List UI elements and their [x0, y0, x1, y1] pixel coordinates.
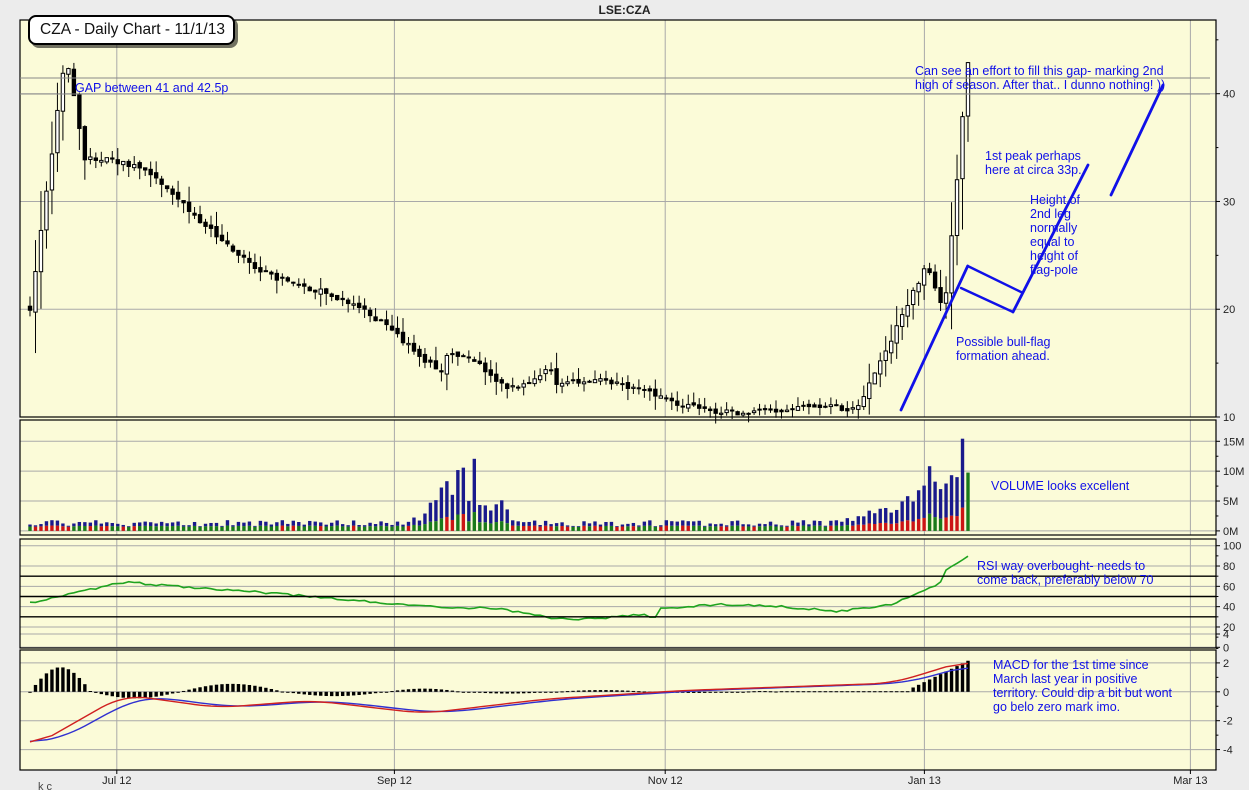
- svg-text:-4: -4: [1223, 745, 1233, 757]
- svg-text:10: 10: [1223, 412, 1235, 424]
- svg-text:15M: 15M: [1223, 436, 1244, 448]
- svg-text:30: 30: [1223, 196, 1235, 208]
- svg-text:Can see an effort to fill this: Can see an effort to fill this gap- mark…: [915, 64, 1165, 92]
- svg-text:Jan 13: Jan 13: [908, 775, 941, 787]
- svg-text:4: 4: [1223, 629, 1229, 641]
- svg-text:2: 2: [1223, 658, 1229, 670]
- svg-text:Sep 12: Sep 12: [377, 775, 412, 787]
- svg-text:-2: -2: [1223, 716, 1233, 728]
- svg-text:40: 40: [1223, 89, 1235, 101]
- svg-text:40: 40: [1223, 602, 1235, 614]
- svg-text:Mar 13: Mar 13: [1173, 775, 1207, 787]
- svg-text:20: 20: [1223, 304, 1235, 316]
- svg-text:0M: 0M: [1223, 526, 1238, 538]
- svg-text:80: 80: [1223, 561, 1235, 573]
- svg-text:60: 60: [1223, 581, 1235, 593]
- svg-text:100: 100: [1223, 541, 1241, 553]
- svg-text:Nov 12: Nov 12: [648, 775, 683, 787]
- svg-text:0: 0: [1223, 642, 1229, 654]
- svg-text:10M: 10M: [1223, 466, 1244, 478]
- svg-text:0: 0: [1223, 687, 1229, 699]
- svg-text:Jul 12: Jul 12: [102, 775, 131, 787]
- svg-text:5M: 5M: [1223, 496, 1238, 508]
- svg-text:VOLUME looks excellent: VOLUME looks excellent: [991, 479, 1130, 493]
- svg-text:GAP between 41 and 42.5p: GAP between 41 and 42.5p: [75, 81, 228, 95]
